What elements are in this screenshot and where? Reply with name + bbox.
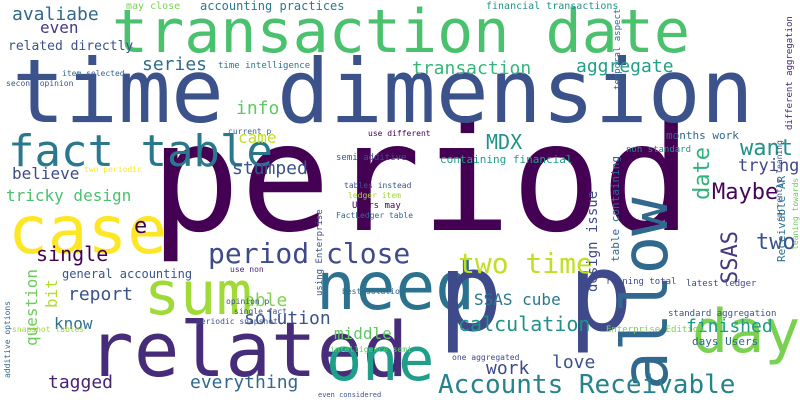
word-ssas-cube: SSAS cube <box>474 290 561 309</box>
word-transaction-date: transaction date <box>112 0 690 67</box>
word-know: know <box>54 314 93 333</box>
word-case: case <box>8 192 167 269</box>
word-series: series <box>142 54 208 75</box>
word-use-non: use non <box>230 265 264 274</box>
word-finished: finished <box>686 316 773 337</box>
word-related: related <box>88 305 409 394</box>
word-time-dimension: time dimension <box>12 40 754 143</box>
word-one-aggregated: one aggregated <box>452 353 520 362</box>
word-periodic-snapshot: periodic snapshot <box>196 317 278 326</box>
word-time-intelligence: time intelligence <box>218 61 311 71</box>
word-tricky-design: tricky design <box>6 186 132 205</box>
word-even-considered: even considered <box>318 391 382 399</box>
word-table-containing: table containing <box>609 156 622 262</box>
word-info: info <box>236 98 280 119</box>
word-maybe: Maybe <box>712 180 779 205</box>
word-users-may: Users may <box>352 201 401 211</box>
word-trying: trying <box>738 156 800 176</box>
word-report: report <box>68 284 134 305</box>
word-standard-aggregation: standard aggregation <box>668 309 777 319</box>
word-factledger-table: FactLedger table <box>336 211 414 220</box>
word-design-issue: design issue <box>585 190 601 292</box>
word-single: single <box>36 242 109 266</box>
word-item-selected: item selected <box>62 69 125 78</box>
word-days-users: days Users <box>692 335 759 348</box>
word-single-fact: single fact <box>234 307 287 316</box>
word-two-periodic: two periodic <box>84 165 142 174</box>
word-general-accounting: general accounting <box>62 267 193 281</box>
word-additive-options: additive options <box>3 300 12 378</box>
word-p-p: p p <box>438 231 634 356</box>
word-temporal-aspect: temporal aspect <box>613 8 623 90</box>
word-accounts-receivable: Accounts Receivable <box>438 370 736 400</box>
word-tables-instead: tables instead <box>344 181 412 190</box>
word-able: able <box>244 290 288 311</box>
word-love: love <box>552 352 596 373</box>
word-accounting-practices: accounting practices <box>200 0 345 13</box>
word-leaning-towards: leaning towards <box>791 177 800 250</box>
word-sum: sum <box>144 259 253 329</box>
word-current-p: current p <box>228 127 272 136</box>
word-middle: middle <box>334 324 392 343</box>
word-aggregate: aggregate <box>576 56 674 77</box>
word-day: day <box>692 297 800 367</box>
word-related-directly: related directly <box>8 39 134 54</box>
word-need: need <box>316 248 475 325</box>
word-allow: allow <box>609 197 683 390</box>
word-ledger-item: ledger item <box>348 191 401 200</box>
word-came: came <box>238 128 277 147</box>
word-different-aggregation: different aggregation <box>785 16 795 130</box>
word-want: want <box>740 136 793 161</box>
word-bit: bit <box>42 279 61 308</box>
word-believe: believe <box>12 164 80 183</box>
word-running-total: running total <box>606 277 677 287</box>
word-two-time: two time <box>458 247 593 280</box>
word-containing-financial: containing financial <box>440 153 573 166</box>
word-work: work <box>486 358 530 379</box>
word-stumped: stumped <box>232 158 308 179</box>
word-fact-table: fact table <box>8 126 273 177</box>
word-question: question <box>22 268 41 346</box>
word-second-opinion: second opinion <box>6 79 74 88</box>
word-receivable-ar: Receivable AR <box>775 175 788 262</box>
word-mdx: MDX <box>486 130 523 154</box>
word-semi-additive: semi additive <box>336 153 407 163</box>
word-one: one <box>326 325 435 395</box>
word-enterprise-edition: Enterprise Edition <box>606 325 704 335</box>
word-ssas: SSAS <box>718 231 743 284</box>
word-intelligence-semi: intelligence semi <box>330 345 412 354</box>
word-solution: solution <box>244 308 331 329</box>
word-period-close: period close <box>208 237 411 270</box>
word-avaliabe: avaliabe <box>12 4 99 25</box>
word-e: e <box>134 214 148 239</box>
word-date: date <box>690 147 715 200</box>
word-best-solution: best solution <box>342 287 405 296</box>
word-opinion-p: opinion p <box>226 297 270 306</box>
word-calculation: calculation <box>458 312 591 336</box>
word-even: even <box>40 18 79 37</box>
word-transaction: transaction <box>412 58 532 79</box>
word-tagged: tagged <box>48 372 114 393</box>
word-everything: everything <box>190 372 299 393</box>
word-period: period <box>150 92 692 266</box>
word-months-work: months work <box>666 129 739 142</box>
word-non-standard: non standard <box>626 145 692 155</box>
word-may-close: may close <box>126 1 181 12</box>
word-financial-transactions: financial transactions <box>486 1 619 12</box>
word-snapshot-tables: snapshot tables <box>12 325 85 334</box>
word-two: two <box>756 230 796 255</box>
word-use-different: use different <box>368 129 431 138</box>
word-latest-ledger: latest ledger <box>686 279 757 289</box>
word-using-enterprise: using Enterprise <box>315 209 325 296</box>
